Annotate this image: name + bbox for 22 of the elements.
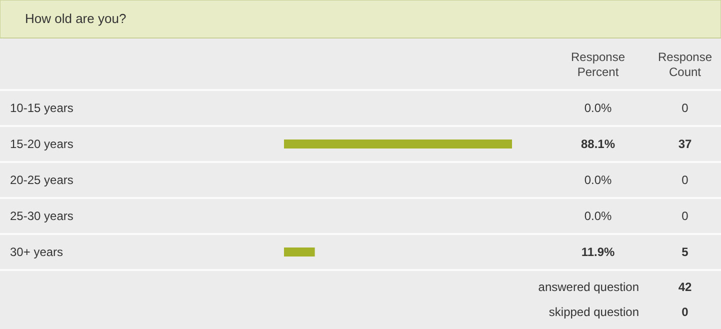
data-label: 11.9% [581,245,616,259]
data-label: 88.1% [580,137,616,151]
text: 0 [682,101,689,115]
text: Response Count [658,50,712,79]
y-tick-label: 15-20 years [10,137,74,151]
y-tick-label: 30+ years [10,245,64,259]
text: 5 [682,245,689,259]
text: 0 [682,305,689,319]
text: 0 [682,209,689,223]
text: 42 [678,280,692,294]
y-tick-label: 20-25 years [10,173,74,187]
text: skipped question [548,305,639,319]
text: 37 [678,137,692,151]
text: How old are you? [25,11,126,26]
text: 0 [682,173,689,187]
data-label: 0.0% [584,101,612,115]
y-tick-label: 10-15 years [10,101,74,115]
data-label: 0.0% [584,173,612,187]
data-label: 0.0% [584,209,612,223]
text: Response Percent [570,50,626,79]
y-tick-label: 25-30 years [10,209,74,223]
text: answered question [538,280,639,294]
